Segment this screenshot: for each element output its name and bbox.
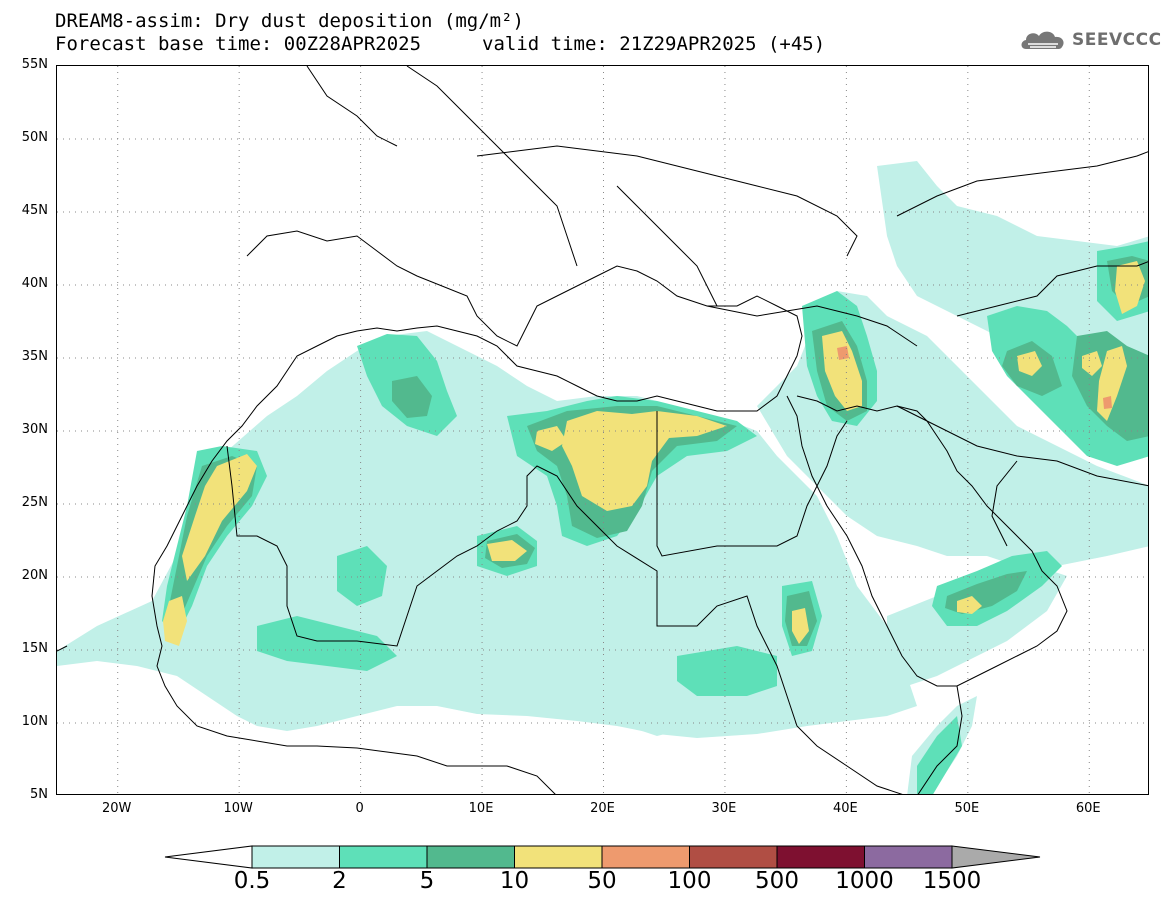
- colorbar: [164, 845, 1041, 869]
- longitude-label: 10E: [468, 801, 494, 816]
- colorbar-cell: [864, 845, 953, 869]
- colorbar-low-arrow: [164, 845, 253, 869]
- graticule: [57, 66, 1148, 794]
- colorbar-label: 1000: [835, 868, 894, 894]
- longitude-label: 60E: [1075, 801, 1101, 816]
- latitude-label: 55N: [21, 57, 48, 72]
- latitude-label: 30N: [21, 422, 48, 437]
- colorbar-label: 1500: [922, 868, 982, 894]
- latitude-label: 20N: [21, 568, 48, 583]
- dust-deposition-map: [56, 65, 1149, 795]
- dust-level-50: [837, 346, 1112, 409]
- colorbar-cell: [339, 845, 428, 869]
- coastlines-and-borders: [57, 66, 1148, 794]
- colorbar-high-arrow: [951, 845, 1041, 869]
- colorbar-cell: [776, 845, 865, 869]
- cloud-icon: [1021, 31, 1064, 49]
- latitude-label: 35N: [21, 349, 48, 364]
- latitude-label: 5N: [30, 787, 48, 802]
- map-title: DREAM8-assim: Dry dust deposition (mg/m²…: [55, 10, 524, 32]
- colorbar-label: 500: [755, 868, 799, 894]
- longitude-label: 50E: [954, 801, 980, 816]
- longitude-label: 0: [355, 801, 364, 816]
- longitude-label: 30E: [711, 801, 737, 816]
- colorbar-cell: [601, 845, 690, 869]
- latitude-label: 15N: [21, 641, 48, 656]
- colorbar-cell: [426, 845, 515, 869]
- latitude-label: 45N: [21, 203, 48, 218]
- map-canvas: [57, 66, 1148, 794]
- latitude-label: 40N: [21, 276, 48, 291]
- longitude-label: 20E: [590, 801, 615, 816]
- colorbar-label: 0.5: [233, 868, 271, 894]
- longitude-label: 10W: [223, 801, 253, 816]
- seevccc-logo: SEEVCCC: [1018, 27, 1162, 53]
- colorbar-cell: [514, 845, 603, 869]
- colorbar-label: 50: [587, 868, 617, 894]
- valid-time: valid time: 21Z29APR2025 (+45): [482, 33, 826, 55]
- latitude-label: 50N: [21, 130, 48, 145]
- latitude-label: 25N: [21, 495, 48, 510]
- latitude-label: 10N: [21, 714, 48, 729]
- forecast-base-time: Forecast base time: 00Z28APR2025: [55, 33, 422, 55]
- longitude-label: 20W: [102, 801, 132, 816]
- colorbar-cell: [251, 845, 340, 869]
- colorbar-cell: [689, 845, 778, 869]
- colorbar-label: 100: [667, 868, 712, 894]
- colorbar-label: 2: [332, 868, 347, 894]
- longitude-label: 40E: [832, 801, 858, 816]
- colorbar-label: 10: [499, 868, 530, 894]
- colorbar-label: 5: [419, 868, 435, 894]
